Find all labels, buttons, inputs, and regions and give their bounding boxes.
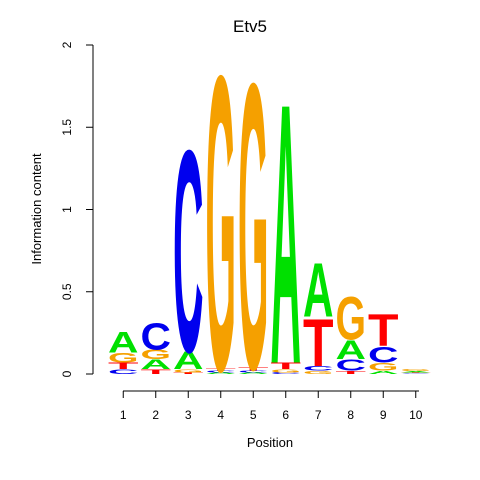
y-tick-label: 0 <box>60 370 74 377</box>
x-tick-label: 10 <box>409 408 423 422</box>
logo-letter-g-pos-10: G <box>401 369 431 372</box>
logo-letter-g-pos-3: G <box>173 368 203 373</box>
logo-letter-c-pos-10: C <box>401 373 432 374</box>
y-ticks: 0 0.5 1 1.5 2 <box>60 41 93 377</box>
logo-letter-c-pos-2: C <box>141 315 171 358</box>
logo-letter-a-pos-6: A <box>271 27 302 443</box>
logo-letter-g-pos-7: G <box>303 370 333 375</box>
logo-letter-t-pos-4: T <box>206 369 237 371</box>
logo-letter-g-pos-6: G <box>271 368 301 373</box>
y-axis: 0 0.5 1 1.5 2 <box>60 41 94 377</box>
x-tick-label: 3 <box>185 408 192 422</box>
x-axis-title: Position <box>247 435 293 450</box>
logo-letter-a-pos-5: A <box>238 372 268 374</box>
y-tick-label: 0.5 <box>60 283 74 300</box>
x-tick-label: 9 <box>380 408 387 422</box>
logo-letter-a-pos-7: A <box>303 248 334 333</box>
logo-letter-t-pos-2: T <box>141 368 172 376</box>
logo-letter-a-pos-2: A <box>141 357 171 372</box>
logo-letter-c-pos-5: C <box>238 370 268 372</box>
y-tick-label: 1.5 <box>60 119 74 136</box>
logo-letter-c-pos-9: C <box>368 343 398 368</box>
logo-letter-g-pos-2: G <box>141 347 171 362</box>
x-tick-label: 1 <box>120 408 127 422</box>
y-axis-title: Information content <box>29 153 44 265</box>
logo-letter-c-pos-7: C <box>303 365 334 372</box>
y-tick-label: 2 <box>60 41 74 48</box>
logo-letter-t-pos-3: T <box>173 372 204 374</box>
logo-letter-a-pos-8: A <box>336 335 367 366</box>
logo-letter-g-pos-8: G <box>336 285 366 353</box>
logo-letter-t-pos-6: T <box>271 361 302 371</box>
logo-letter-c-pos-1: C <box>108 368 139 375</box>
logo-letter-g-pos-1: G <box>108 350 138 365</box>
logo-letter-a-pos-3: A <box>173 348 203 375</box>
logo-letter-a-pos-10: A <box>401 371 431 373</box>
y-tick-label: 1 <box>60 206 74 213</box>
logo-letter-t-pos-10: T <box>401 372 432 373</box>
logo-letter-t-pos-7: T <box>303 304 333 380</box>
logo-letter-c-pos-8: C <box>336 356 366 374</box>
logo-letter-t-pos-8: T <box>336 370 367 375</box>
logo-letter-g-pos-9: G <box>368 361 398 373</box>
x-tick-label: 4 <box>217 408 224 422</box>
logo-letter-c-pos-6: C <box>271 372 301 374</box>
logo-letter-g-pos-5: G <box>238 0 268 455</box>
x-tick-label: 8 <box>347 408 354 422</box>
logo-letter-g-pos-4: G <box>206 0 236 459</box>
x-tick-label: 5 <box>250 408 257 422</box>
x-ticks: 1 2 3 4 5 6 7 8 9 10 <box>120 391 423 422</box>
logo-letter-t-pos-9: T <box>368 306 398 356</box>
logo-letter-a-pos-9: A <box>368 370 398 375</box>
x-tick-label: 2 <box>152 408 159 422</box>
logo-letter-c-pos-3: C <box>173 89 203 412</box>
x-tick-label: 6 <box>282 408 289 422</box>
logo-letter-a-pos-4: A <box>206 372 236 374</box>
chart-title: Etv5 <box>233 17 267 36</box>
logo-letter-c-pos-4: C <box>206 370 236 372</box>
logo-letter-a-pos-1: A <box>108 326 139 359</box>
x-tick-label: 7 <box>315 408 322 422</box>
logo-letter-t-pos-1: T <box>108 361 139 371</box>
logo-letter-t-pos-5: T <box>238 367 269 372</box>
x-axis: 1 2 3 4 5 6 7 8 9 10 <box>120 390 423 422</box>
